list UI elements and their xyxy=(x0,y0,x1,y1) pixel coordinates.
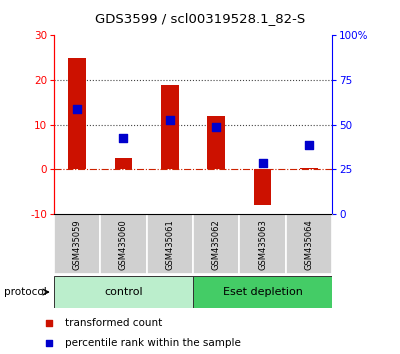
Point xyxy=(46,320,52,326)
Text: GDS3599 / scl00319528.1_82-S: GDS3599 / scl00319528.1_82-S xyxy=(95,12,305,25)
Bar xyxy=(100,214,147,274)
Text: GSM435062: GSM435062 xyxy=(212,219,221,270)
Point xyxy=(167,118,173,123)
Text: GSM435064: GSM435064 xyxy=(304,219,313,270)
Point xyxy=(259,160,266,166)
Bar xyxy=(254,170,271,205)
Bar xyxy=(207,116,225,170)
Point xyxy=(213,124,219,130)
Bar xyxy=(286,214,332,274)
Bar xyxy=(300,168,318,170)
Bar xyxy=(147,214,193,274)
Point xyxy=(74,106,80,112)
Bar xyxy=(68,58,86,170)
Text: GSM435061: GSM435061 xyxy=(165,219,174,270)
Text: protocol: protocol xyxy=(4,287,47,297)
Bar xyxy=(193,276,332,308)
Text: transformed count: transformed count xyxy=(65,318,162,328)
Point xyxy=(120,135,127,141)
Bar xyxy=(54,276,193,308)
Bar xyxy=(54,214,100,274)
Bar xyxy=(115,158,132,170)
Text: percentile rank within the sample: percentile rank within the sample xyxy=(65,338,240,348)
Text: GSM435063: GSM435063 xyxy=(258,219,267,270)
Text: Eset depletion: Eset depletion xyxy=(222,287,302,297)
Text: control: control xyxy=(104,287,143,297)
Bar xyxy=(239,214,286,274)
Text: GSM435060: GSM435060 xyxy=(119,219,128,270)
Point xyxy=(306,142,312,148)
Point xyxy=(46,340,52,346)
Bar xyxy=(161,85,179,170)
Bar xyxy=(193,214,239,274)
Text: GSM435059: GSM435059 xyxy=(73,219,82,270)
